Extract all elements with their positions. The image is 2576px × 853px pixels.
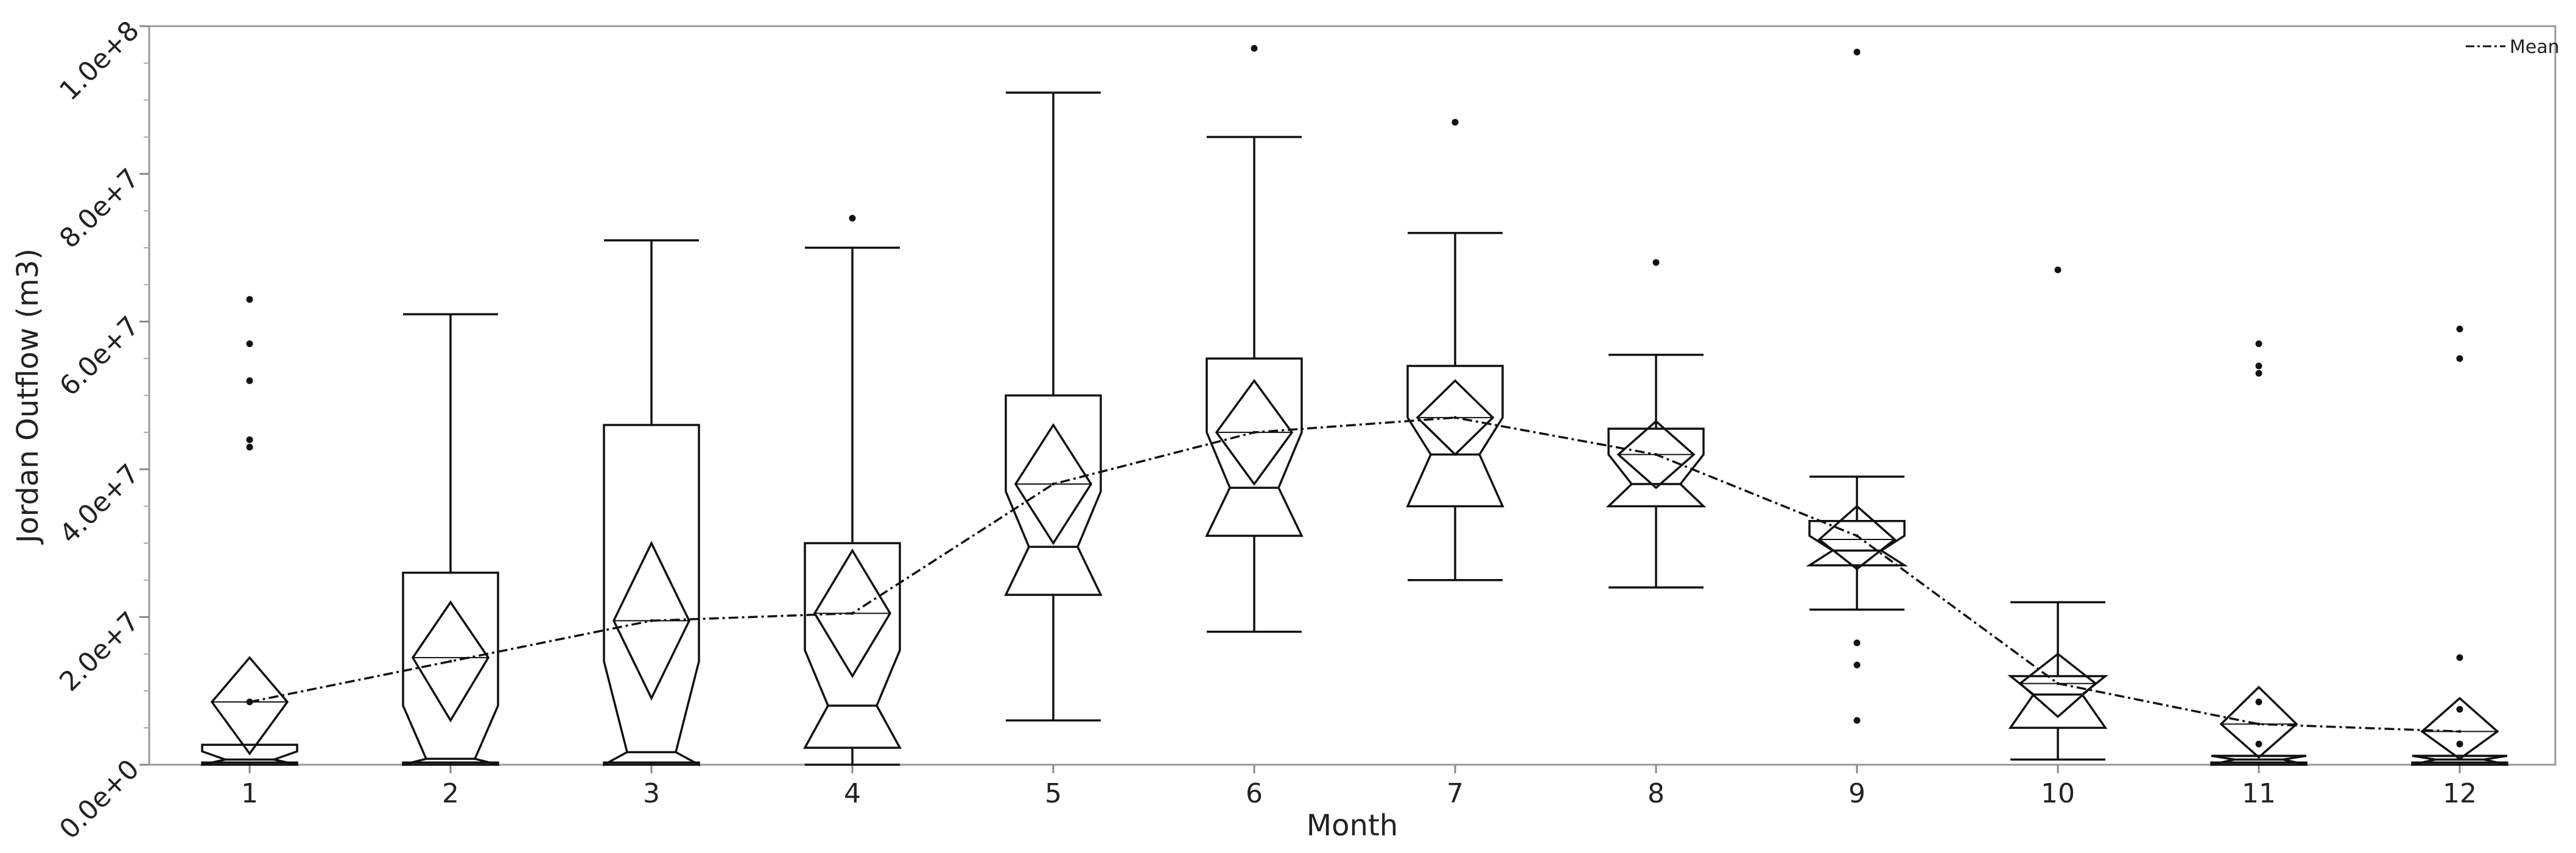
mean-point [1855, 534, 1859, 538]
box-month-7 [1406, 119, 1504, 581]
box-series [201, 44, 2508, 767]
outlier-point [1853, 48, 1861, 55]
mean-diamond [2018, 652, 2097, 718]
outlier-point [2255, 740, 2262, 748]
outlier-point [246, 443, 253, 451]
x-tick-label: 3 [643, 778, 660, 809]
outlier-point [2456, 355, 2463, 362]
outlier-point [2456, 706, 2463, 713]
y-axis: 0.0e+0 2.0e+7 4.0e+7 6.0e+7 8.0e+7 1.0e+8 [54, 15, 149, 846]
box-body [603, 424, 700, 767]
mean-diamond [1817, 505, 1897, 570]
box-month-11 [2210, 340, 2308, 767]
y-tick-label: 2.0e+7 [54, 606, 146, 698]
x-axis-title: Month [1307, 809, 1398, 843]
box-body [1406, 365, 1504, 508]
mean-diamond [2420, 697, 2499, 760]
outlier-point [1451, 119, 1459, 126]
box-body [1205, 357, 1304, 537]
box-body [1806, 519, 1908, 567]
mean-diamond [1215, 379, 1294, 486]
outlier-point [1853, 717, 1861, 724]
box-month-8 [1606, 259, 1707, 589]
mean-diamond [612, 541, 690, 701]
mean-point [851, 611, 854, 615]
mean-point [1453, 416, 1457, 419]
box-month-2 [402, 313, 499, 767]
mean-diamond [2219, 686, 2298, 759]
mean-diamond [411, 600, 490, 723]
outlier-point [246, 296, 253, 303]
mean-point [650, 619, 653, 622]
box-body [803, 542, 902, 749]
x-tick-label: 9 [1848, 778, 1865, 809]
x-tick-label: 11 [2242, 778, 2276, 809]
outlier-point [1652, 259, 1660, 266]
mean-diamond [1616, 419, 1696, 490]
y-axis-title: Jordan Outflow (m3) [11, 248, 45, 545]
y-tick-label: 0.0e+0 [54, 754, 146, 846]
x-axis: 1 2 3 4 5 6 7 8 9 10 11 12 [241, 765, 2477, 809]
x-tick-label: 8 [1648, 778, 1665, 809]
y-tick-label: 1.0e+8 [54, 15, 146, 107]
outlier-point [2456, 740, 2463, 748]
outlier-point [246, 377, 253, 384]
outlier-point [2456, 654, 2463, 661]
outlier-point [2255, 370, 2262, 377]
mean-diamond [1416, 379, 1495, 456]
y-tick-label: 6.0e+7 [54, 311, 146, 402]
x-tick-label: 12 [2443, 778, 2477, 809]
x-tick-label: 2 [442, 778, 459, 809]
outlier-point [1251, 44, 1258, 52]
box-month-10 [2007, 266, 2108, 761]
outlier-point [2456, 325, 2463, 332]
box-month-9 [1806, 48, 1908, 724]
mean-point [1654, 453, 1658, 457]
x-tick-label: 10 [2041, 778, 2075, 809]
box-month-6 [1205, 44, 1304, 633]
mean-diamond [813, 548, 892, 678]
outlier-point [246, 436, 253, 443]
mean-diamond [210, 656, 289, 756]
mean-point [449, 659, 452, 663]
outlier-point [2255, 340, 2262, 348]
box-body [1004, 394, 1103, 596]
y-tick-label: 4.0e+7 [54, 458, 146, 550]
x-tick-label: 1 [241, 778, 258, 809]
box-month-4 [803, 214, 902, 766]
box-month-12 [2411, 325, 2508, 767]
y-tick-label: 8.0e+7 [54, 163, 146, 254]
x-tick-label: 5 [1045, 778, 1062, 809]
mean-point [2458, 729, 2462, 733]
outlier-point [2255, 362, 2262, 370]
outlier-point [246, 340, 253, 348]
outlier-point [849, 214, 856, 222]
plot-frame [148, 25, 2557, 766]
mean-point [2257, 722, 2261, 726]
box-month-3 [603, 239, 700, 767]
outlier-point [1853, 639, 1861, 647]
mean-point [248, 700, 251, 704]
x-tick-label: 7 [1447, 778, 1464, 809]
mean-line [249, 416, 2460, 733]
mean-point [2056, 682, 2060, 686]
box-body [1606, 427, 1707, 508]
outlier-point [1853, 661, 1861, 669]
mean-diamond [1014, 423, 1093, 546]
legend-mean-label: Mean [2510, 37, 2560, 58]
mean-point [1051, 482, 1055, 486]
box-month-5 [1004, 91, 1103, 721]
mean-line-series [248, 416, 2462, 733]
outlier-point [2255, 698, 2262, 706]
outlier-point [2054, 266, 2062, 273]
x-tick-label: 4 [844, 778, 861, 809]
box-month-1 [201, 296, 298, 767]
mean-point [1252, 430, 1256, 434]
x-tick-label: 6 [1246, 778, 1263, 809]
legend: Mean [2466, 37, 2560, 58]
